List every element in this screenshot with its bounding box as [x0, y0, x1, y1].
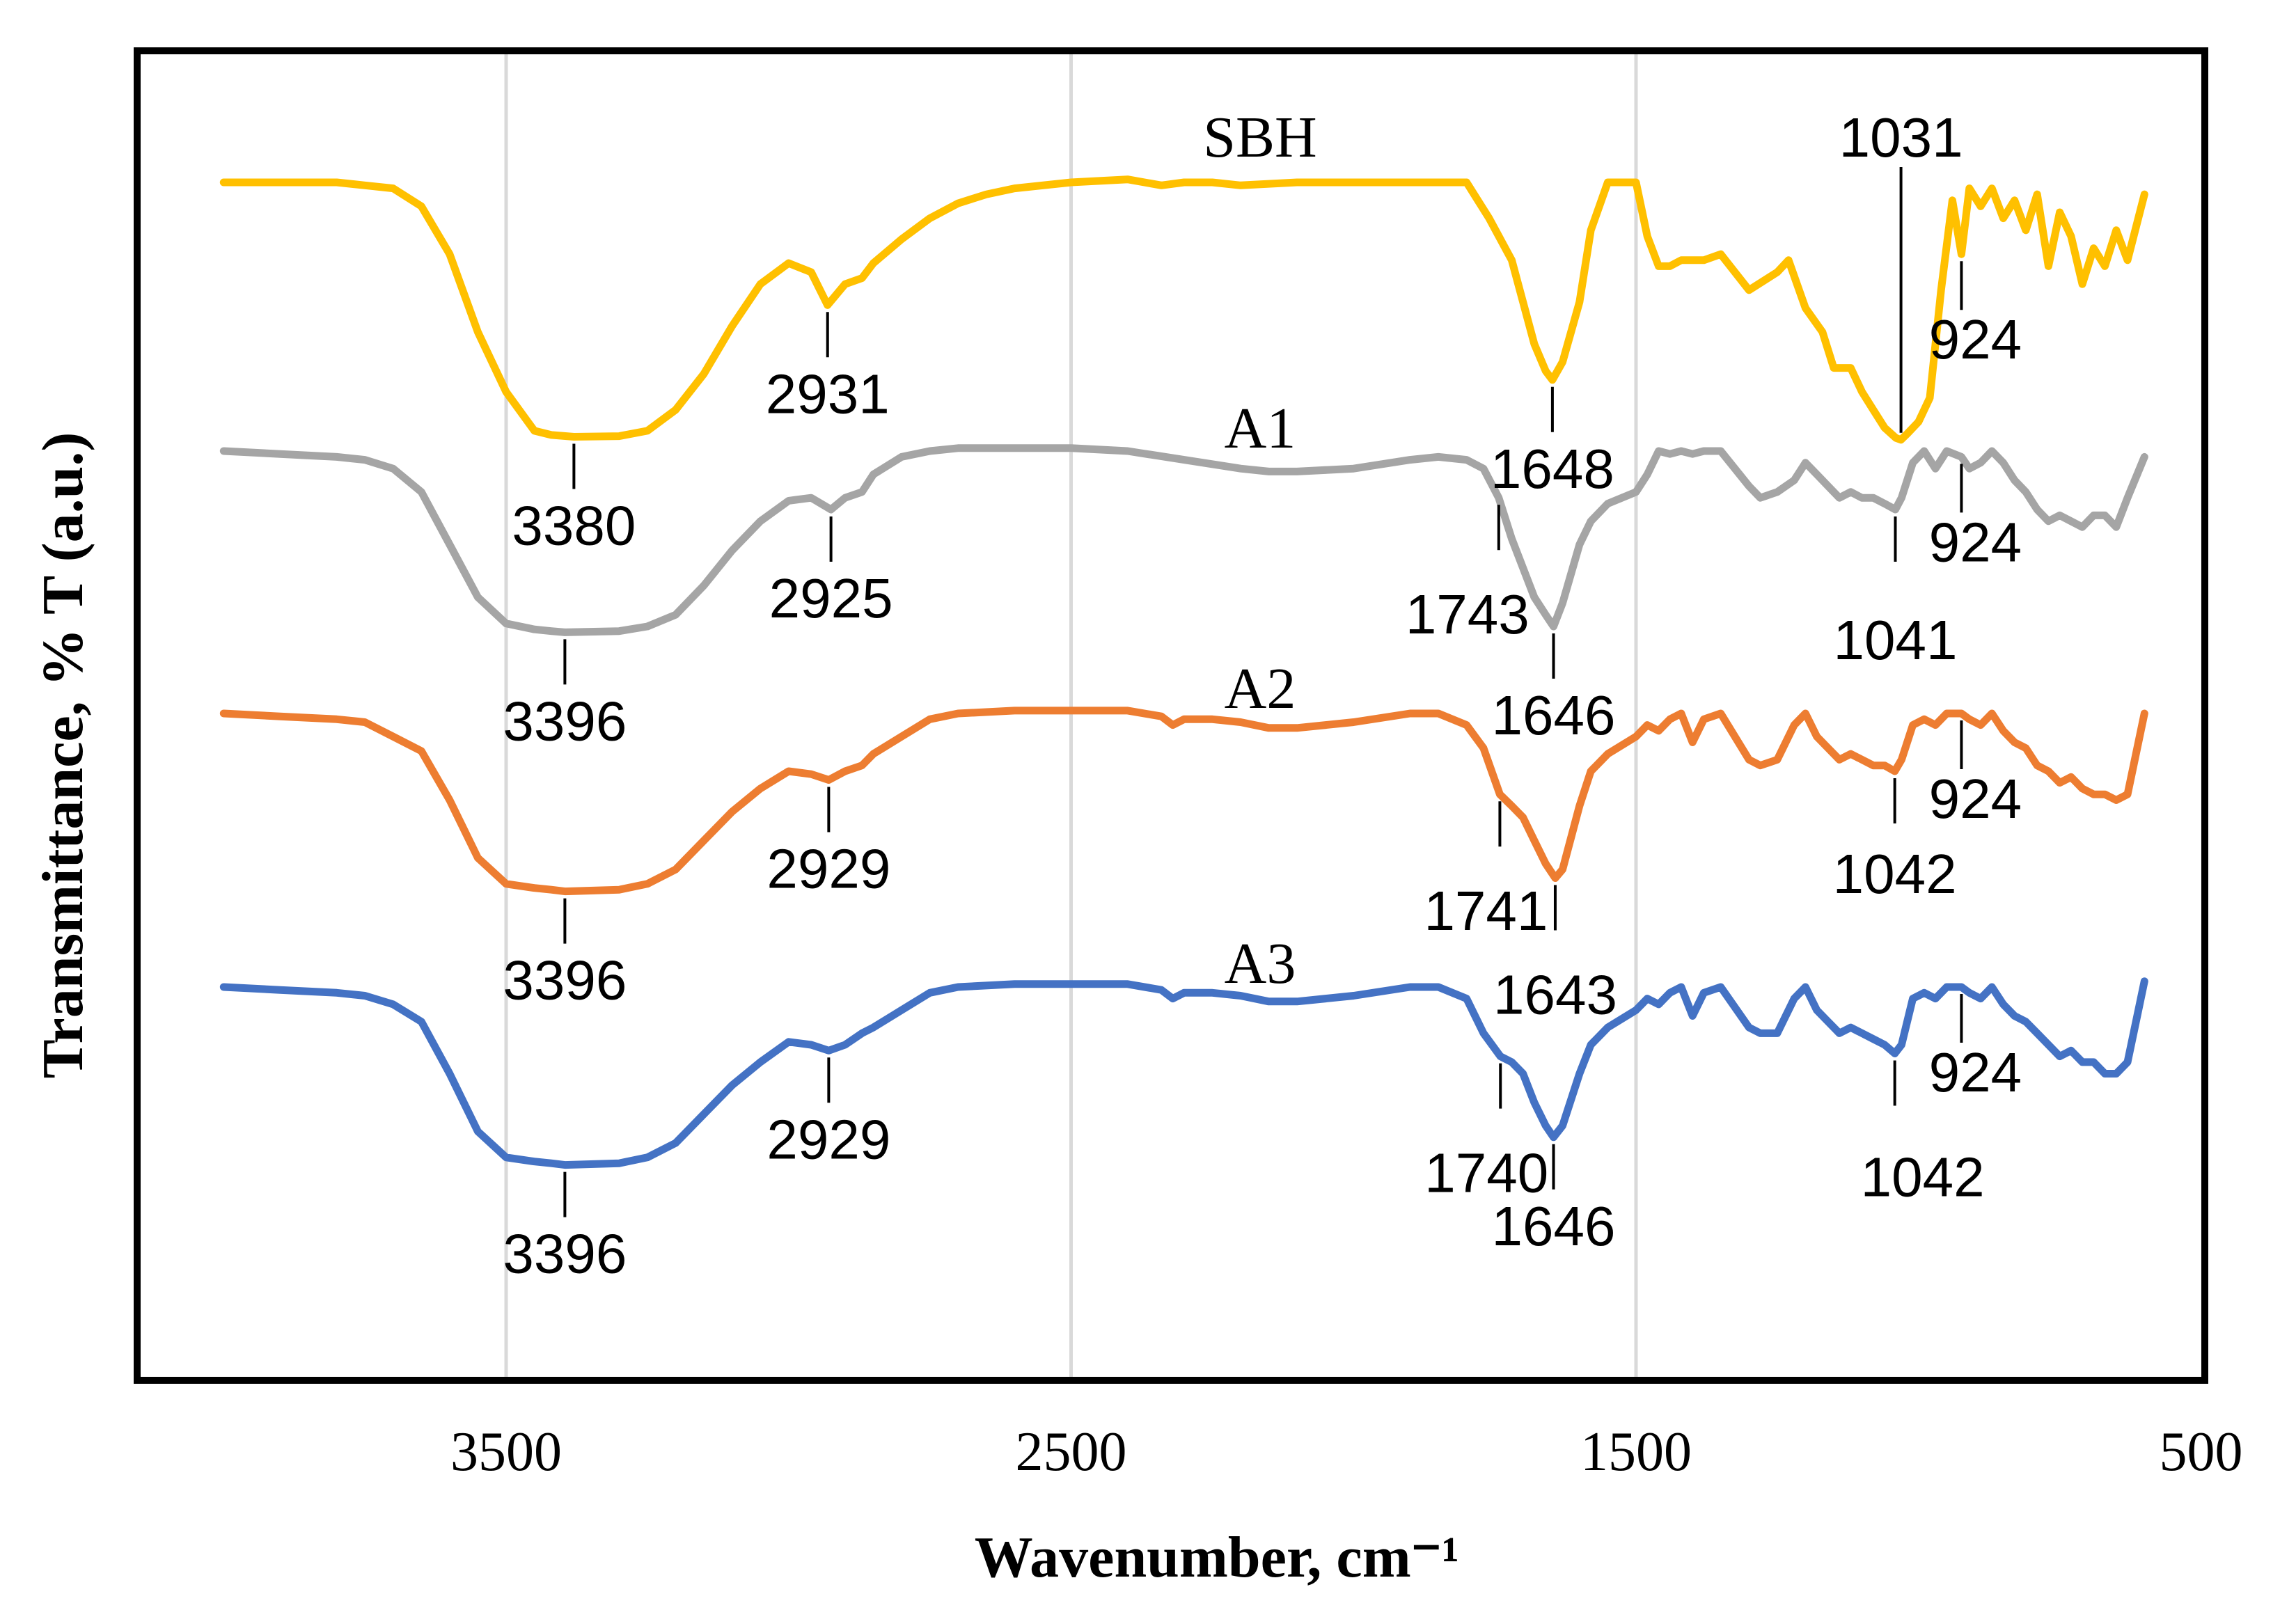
peak-label: 1743 [1406, 583, 1530, 645]
x-axis-title: Wavenumber, cm⁻¹ [975, 1525, 1459, 1590]
peak-label: 2931 [766, 363, 890, 425]
series-label-sbh: SBH [1203, 105, 1316, 170]
peak-label: 3396 [503, 690, 627, 752]
peak-label: 1646 [1492, 684, 1616, 746]
x-tick-labels: 3500 2500 1500 500 [450, 1421, 2243, 1483]
peak-label: 924 [1929, 511, 2022, 573]
x-tick-label: 500 [2160, 1421, 2243, 1483]
series-layer: SBH A1 A2 A3 [219, 105, 2148, 1169]
series-label-a1: A1 [1225, 396, 1296, 461]
x-tick-label: 3500 [450, 1421, 562, 1483]
peak-label: 924 [1929, 768, 2022, 830]
peak-layer: 3380 2931 1648 1031 924 3396 2925 1743 1646 1041 9… [503, 106, 2022, 1285]
peak-label: 924 [1929, 308, 2022, 370]
peak-label: 2929 [766, 1108, 890, 1170]
peak-label: 1740 [1424, 1142, 1548, 1204]
peak-label: 3396 [503, 1223, 627, 1285]
peak-label: 1643 [1493, 964, 1617, 1026]
series-line-a2 [219, 707, 2148, 896]
peak-label: 1042 [1861, 1146, 1985, 1208]
x-tick-label: 2500 [1016, 1421, 1127, 1483]
series-line-a1 [219, 444, 2148, 636]
peak-label: 1042 [1833, 843, 1957, 905]
series-line-a3 [219, 977, 2148, 1169]
x-tick-label: 1500 [1580, 1421, 1692, 1483]
peak-label: 1741 [1424, 880, 1548, 942]
y-axis-title: Transmittance, % T (a.u.) [31, 432, 95, 1079]
series-label-a3: A3 [1225, 931, 1296, 996]
peak-label: 1041 [1833, 609, 1957, 671]
peak-label: 3396 [503, 949, 627, 1011]
peak-label: 924 [1929, 1041, 2022, 1103]
peak-label: 1648 [1491, 438, 1614, 500]
peak-label: 2925 [769, 567, 893, 629]
peak-label: 3380 [512, 495, 636, 557]
series-line-sbh [219, 175, 2148, 444]
series-label-a2: A2 [1225, 656, 1296, 721]
peak-label: 1031 [1839, 106, 1963, 168]
peak-label: 2929 [766, 837, 890, 899]
plot-frame [134, 47, 2208, 1384]
peak-label: 1646 [1492, 1195, 1616, 1257]
